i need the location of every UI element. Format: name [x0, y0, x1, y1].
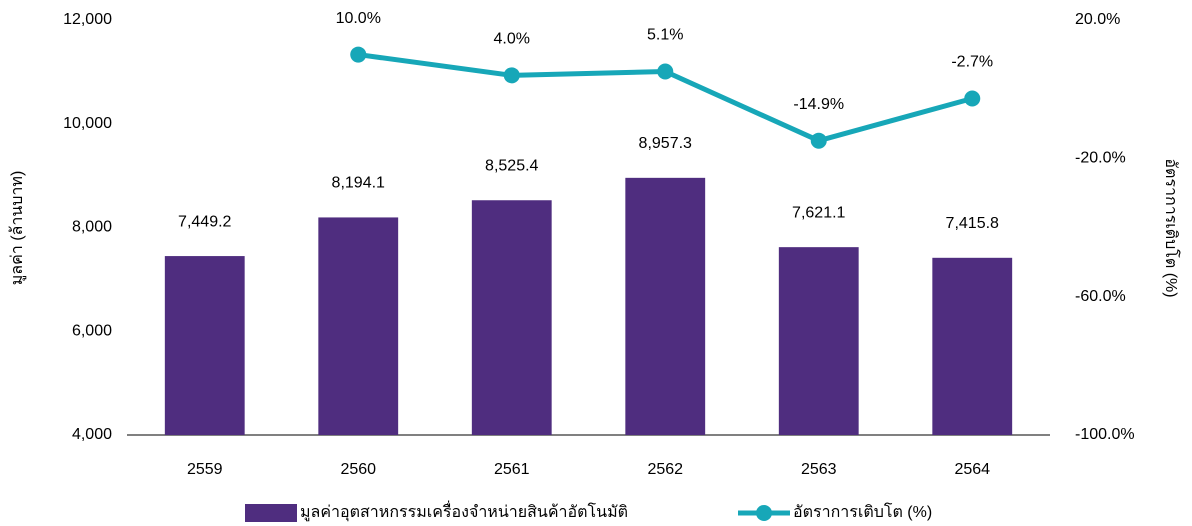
y2-axis-title: อัตราการเติบโต (%): [1162, 158, 1181, 297]
line-marker: [964, 90, 981, 107]
legend-swatch: [245, 504, 297, 522]
bar: [932, 257, 1013, 435]
line-value-label: 5.1%: [647, 27, 683, 44]
legend-swatch-marker: [756, 505, 772, 521]
line-marker: [810, 132, 827, 149]
x-tick-label: 2561: [494, 461, 530, 478]
legend-label: อัตราการเติบโต (%): [793, 502, 932, 521]
y2-tick-label: 20.0%: [1075, 11, 1120, 28]
bar: [164, 256, 245, 435]
bar-value-label: 7,621.1: [792, 204, 845, 221]
y-axis-title: มูลค่า (ล้านบาท): [8, 171, 27, 286]
legend-label: มูลค่าอุตสาหกรรมเครื่องจำหน่ายสินค้าอัตโ…: [300, 500, 628, 522]
line-marker: [657, 63, 674, 80]
line-value-label: -14.9%: [793, 96, 844, 113]
bar-value-label: 8,194.1: [332, 175, 385, 192]
bar: [318, 217, 399, 435]
bar-value-label: 7,415.8: [946, 215, 999, 232]
y-tick-label: 4,000: [72, 426, 112, 443]
x-tick-label: 2562: [647, 461, 683, 478]
x-tick-label: 2560: [340, 461, 376, 478]
bar: [471, 200, 552, 435]
bar-value-label: 7,449.2: [178, 213, 231, 230]
line-marker: [350, 46, 367, 63]
x-tick-label: 2559: [187, 461, 223, 478]
x-tick-label: 2563: [801, 461, 837, 478]
bar-value-label: 8,957.3: [639, 135, 692, 152]
bar-value-label: 8,525.4: [485, 157, 538, 174]
line-marker: [503, 67, 520, 84]
y2-tick-label: -60.0%: [1075, 288, 1126, 305]
line-value-label: 4.0%: [494, 31, 530, 48]
line-value-label: 10.0%: [336, 10, 381, 27]
y-tick-label: 12,000: [63, 11, 112, 28]
y-tick-label: 8,000: [72, 219, 112, 236]
y-tick-label: 10,000: [63, 115, 112, 132]
bar: [625, 177, 706, 435]
y-tick-label: 6,000: [72, 322, 112, 339]
x-tick-label: 2564: [954, 461, 990, 478]
y2-tick-label: -100.0%: [1075, 426, 1135, 443]
line-value-label: -2.7%: [951, 54, 993, 71]
bar: [778, 247, 859, 435]
y2-tick-label: -20.0%: [1075, 150, 1126, 167]
